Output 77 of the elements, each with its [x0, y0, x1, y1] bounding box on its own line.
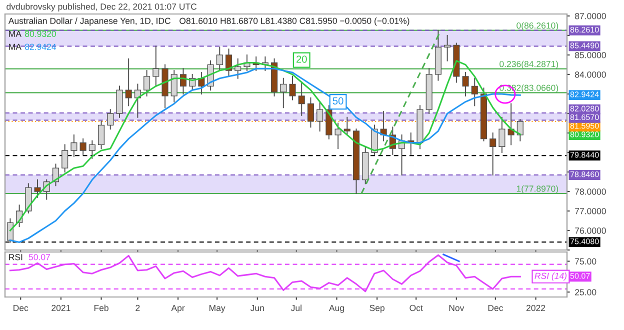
ref-line-label: 82.0280 [570, 106, 599, 112]
candlestick [88, 140, 96, 159]
annotation: MA [9, 44, 22, 50]
candlestick [125, 58, 132, 106]
x-tick-label: 2 [136, 304, 140, 311]
x-tick-label: Feb [94, 304, 108, 312]
x-tick-label: 2021 [52, 304, 70, 312]
candlestick [80, 138, 86, 155]
y-tick-label: 76.0000 [575, 228, 606, 234]
candlestick [307, 97, 314, 128]
chart-subtitle: O81.6010 H81.6870 L81.4380 C81.5950 −0.0050 (−0.01%) [180, 18, 410, 26]
x-tick-label: Dec [488, 304, 503, 312]
chart-title: RSI [9, 254, 22, 260]
y-tick-label: 25.00 [575, 289, 596, 296]
x-tick-label: Dec [14, 304, 28, 312]
candlestick [216, 46, 223, 72]
candlestick [25, 183, 32, 214]
x-tick-label: Jun [250, 304, 264, 312]
text: 50.07 [570, 273, 590, 279]
legend-label: RSI (14) [534, 272, 566, 281]
x-tick-label: 2022 [526, 304, 546, 312]
y-tick-label: 84.0000 [575, 72, 606, 78]
y-tick-label: 85.0000 [575, 52, 606, 58]
ref-line-label: 86.2610 [570, 26, 599, 33]
annotation: 82.9424 [25, 44, 56, 50]
x-tick-label: Aug [328, 304, 344, 313]
candlestick [490, 132, 496, 176]
x-tick-label: May [210, 304, 226, 313]
x-tick-label: Jul [290, 304, 302, 312]
candlestick [280, 78, 287, 108]
y-tick-label: 77.0000 [575, 208, 606, 214]
candlestick [70, 134, 78, 157]
candlestick [298, 82, 305, 116]
candlestick [516, 119, 524, 142]
candlestick [289, 76, 296, 100]
ref-line-label: 75.4080 [570, 238, 599, 244]
candlestick [225, 48, 232, 77]
ref-line-label: 0.236(84.2871) [500, 60, 558, 69]
candlestick [116, 86, 123, 118]
y-tick-label: 78.0000 [575, 188, 606, 195]
candlestick [344, 116, 350, 136]
chart-title: Australian Dollar / Japanese Yen, 1D, IDC [8, 18, 170, 26]
candlestick [170, 70, 178, 102]
ref-line-label: 85.4490 [570, 42, 599, 48]
ref-line-label: 79.8440 [570, 152, 599, 158]
candlestick [144, 70, 150, 96]
ref-line-label: 81.5950 [570, 122, 599, 129]
candlestick [462, 72, 469, 96]
text: 80.9320 [570, 132, 599, 138]
ref-line-label: 0(86.2610) [516, 22, 558, 30]
candlestick [152, 46, 160, 87]
y-tick-label: 87.0000 [575, 13, 606, 20]
text: 82.9424 [570, 92, 599, 98]
ref-line-label: 81.6570 [570, 114, 599, 120]
ref-line-label: 78.8460 [570, 171, 599, 178]
x-tick-label: Apr [171, 304, 185, 313]
candlestick [316, 101, 324, 132]
candlestick [62, 144, 68, 172]
series-label: 50 [332, 97, 344, 104]
x-tick-label: Oct [410, 304, 423, 312]
x-tick-label: Sep [370, 304, 384, 313]
text: dvdubrovsky published, Dec 22, 2021 01:07 UTC [6, 3, 197, 12]
x-tick-label: Nov [449, 304, 464, 312]
annotation: 50.07 [28, 254, 50, 260]
y-tick-label: 75.00 [575, 258, 596, 265]
candlestick [334, 122, 342, 150]
candlestick [444, 34, 451, 62]
candlestick [34, 179, 41, 198]
annotation: MA [9, 30, 22, 37]
annotation: 80.9320 [25, 30, 56, 37]
ref-line-label: 1(77.8970) [516, 185, 558, 194]
series-label: 20 [296, 56, 307, 63]
candlestick [107, 109, 114, 130]
candlestick [471, 78, 478, 106]
candlestick [98, 120, 105, 150]
candlestick [234, 58, 242, 79]
candlestick [498, 116, 506, 153]
